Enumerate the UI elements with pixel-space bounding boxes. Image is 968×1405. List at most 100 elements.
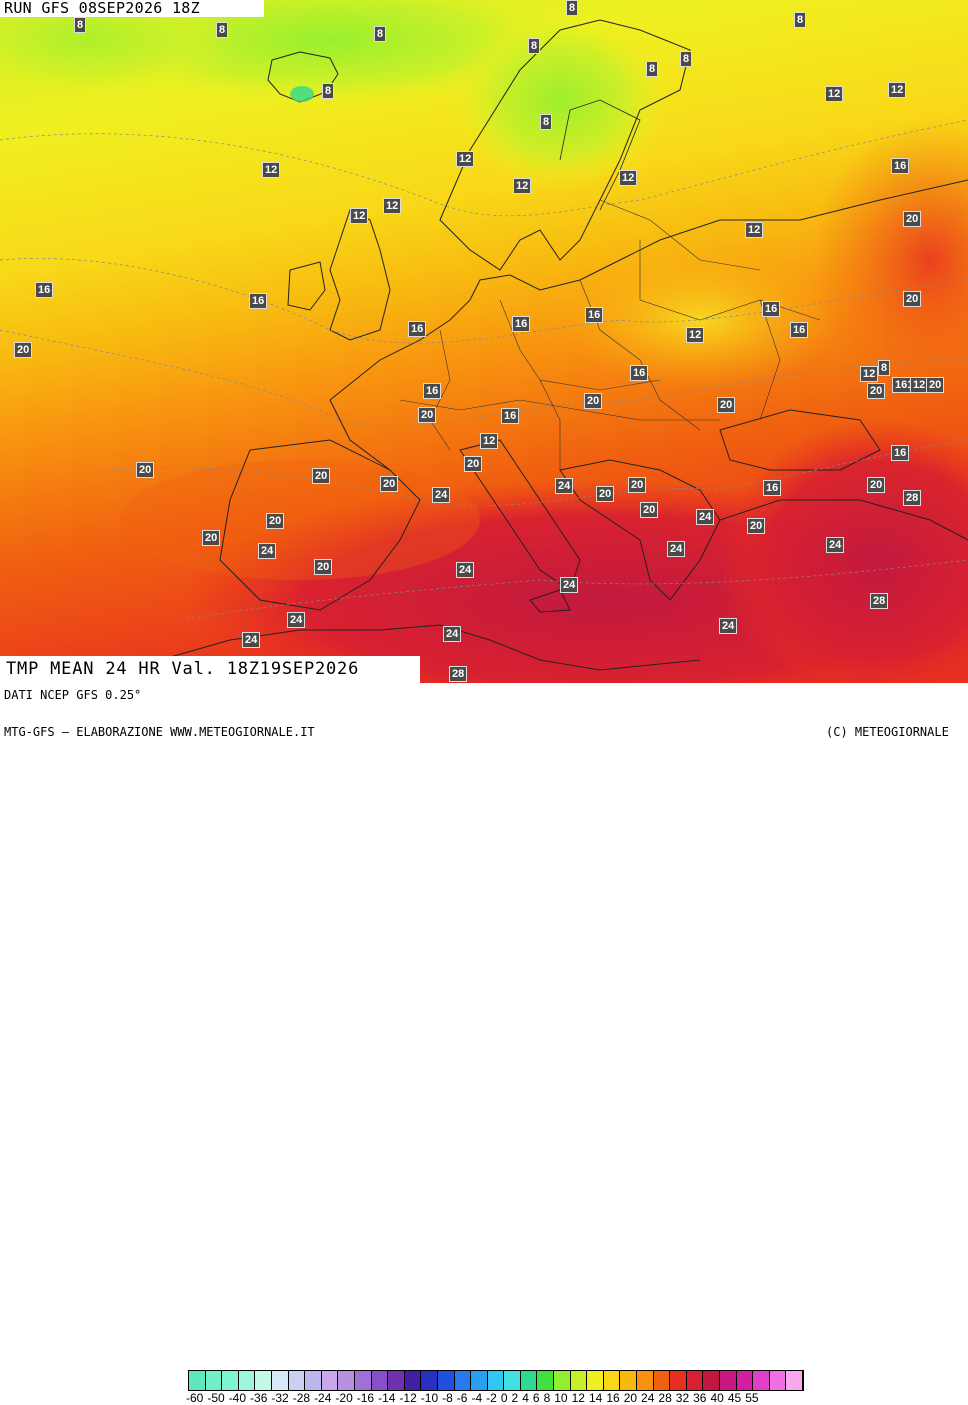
temp-label: 16 <box>763 480 782 496</box>
britain-outline <box>329 209 391 341</box>
temp-label: 12 <box>825 86 844 102</box>
temp-label: 12 <box>383 198 402 214</box>
scale-swatch <box>520 1371 538 1390</box>
scale-swatch <box>720 1371 737 1390</box>
temp-label: 12 <box>350 208 369 224</box>
temp-label: 24 <box>432 487 451 503</box>
scale-swatch <box>637 1371 654 1390</box>
scale-swatch <box>786 1371 803 1390</box>
temp-label: 8 <box>374 26 387 42</box>
temp-label: 8 <box>878 360 891 376</box>
temp-label: 20 <box>464 456 483 472</box>
temp-label: 8 <box>646 61 659 77</box>
temp-label: 16 <box>35 282 54 298</box>
italy-outline <box>459 439 581 591</box>
scale-swatch <box>703 1371 720 1390</box>
temp-label: 16 <box>790 322 809 338</box>
map-title: TMP MEAN 24 HR Val. 18Z19SEP2026 <box>0 656 420 683</box>
temp-label: 20 <box>903 291 922 307</box>
temp-label: 8 <box>680 51 693 67</box>
temp-label: 20 <box>136 462 155 478</box>
scale-swatch <box>670 1371 687 1390</box>
temp-label: 8 <box>528 38 541 54</box>
scale-tick-label: -14 <box>378 1391 396 1405</box>
color-scale-ticks: -60 -50 -40 -36 -32 -28 -24 -20 -16 -14 -12 -10 -8 -6… <box>186 1391 763 1405</box>
temp-label: 16 <box>423 383 442 399</box>
temp-label: 20 <box>867 477 886 493</box>
temp-label: 24 <box>719 618 738 634</box>
scale-swatch <box>620 1371 638 1390</box>
scale-tick-label: 10 <box>554 1391 568 1405</box>
temp-label: 24 <box>242 632 261 648</box>
temp-label: 12 <box>619 170 638 186</box>
temp-label: 12 <box>686 327 705 343</box>
temp-label: 20 <box>903 211 922 227</box>
legend-footer: DATI NCEP GFS 0.25° -60 -50 -40 -36 -32 -28 -2… <box>0 683 968 1405</box>
scale-swatch <box>769 1371 787 1390</box>
scale-tick-label: -50 <box>207 1391 225 1405</box>
scale-swatch <box>404 1371 422 1390</box>
color-scale-bar <box>188 1370 804 1391</box>
temp-label: 16 <box>891 445 910 461</box>
scale-tick-label: 16 <box>606 1391 620 1405</box>
scale-tick-label: 2 <box>511 1391 519 1405</box>
run-label: RUN GFS 08SEP2026 18Z <box>0 0 264 17</box>
temp-label: 24 <box>560 577 579 593</box>
temp-label: 20 <box>312 468 331 484</box>
scale-tick-label: -60 <box>186 1391 204 1405</box>
scale-tick-label: 20 <box>623 1391 638 1405</box>
temp-label: 16 <box>501 408 520 424</box>
temp-label: 20 <box>14 342 33 358</box>
scale-swatch <box>537 1371 555 1390</box>
scale-tick-label: 24 <box>641 1391 655 1405</box>
temperature-map[interactable]: RUN GFS 08SEP2026 18Z TMP MEAN 24 HR Val… <box>0 0 968 683</box>
temp-label: 24 <box>456 562 475 578</box>
scale-swatch <box>454 1371 472 1390</box>
scale-tick-label: -6 <box>456 1391 468 1405</box>
temp-label: 24 <box>696 509 715 525</box>
scale-swatch <box>437 1371 455 1390</box>
temp-label: 8 <box>566 0 579 16</box>
temp-label: 8 <box>794 12 807 28</box>
scale-swatch <box>371 1371 389 1390</box>
iberia-outline <box>219 439 421 611</box>
temp-label: 16 <box>408 321 427 337</box>
temp-label: 16 <box>585 307 604 323</box>
temp-label: 20 <box>266 513 285 529</box>
scale-tick-label: 8 <box>543 1391 551 1405</box>
temp-label: 8 <box>74 17 87 33</box>
temp-label: 20 <box>584 393 603 409</box>
scale-swatch <box>222 1371 239 1390</box>
scale-tick-label: -24 <box>314 1391 332 1405</box>
balkans-outline <box>559 459 721 601</box>
data-source: DATI NCEP GFS 0.25° <box>4 688 142 702</box>
scale-swatch <box>338 1371 355 1390</box>
temp-label: 24 <box>555 478 574 494</box>
temp-label: 24 <box>287 612 306 628</box>
scale-swatch <box>554 1371 571 1390</box>
temp-label: 12 <box>860 366 879 382</box>
scale-swatch <box>321 1371 339 1390</box>
scale-tick-label: -10 <box>420 1391 439 1405</box>
scale-tick-label: -28 <box>292 1391 311 1405</box>
temp-label: 20 <box>717 397 736 413</box>
scale-tick-label: 0 <box>500 1391 508 1405</box>
scale-tick-label: 14 <box>588 1391 603 1405</box>
temp-label: 24 <box>826 537 845 553</box>
temp-label: 20 <box>867 383 886 399</box>
scale-tick-label: 4 <box>522 1391 529 1405</box>
temp-label: 28 <box>870 593 889 609</box>
scale-tick-label: -16 <box>356 1391 375 1405</box>
scale-tick-label: -36 <box>250 1391 268 1405</box>
continent-coastline <box>329 179 968 401</box>
temp-label: 20 <box>380 476 399 492</box>
scale-swatch <box>570 1371 588 1390</box>
credits-text: MTG-GFS — ELABORAZIONE WWW.METEOGIORNALE… <box>4 725 315 739</box>
temp-label: 20 <box>747 518 766 534</box>
scale-swatch <box>421 1371 438 1390</box>
scandinavia-outline <box>439 19 691 271</box>
scale-swatch <box>471 1371 488 1390</box>
scale-swatch <box>189 1371 206 1390</box>
scale-tick-label: -32 <box>271 1391 289 1405</box>
scale-swatch <box>603 1371 621 1390</box>
